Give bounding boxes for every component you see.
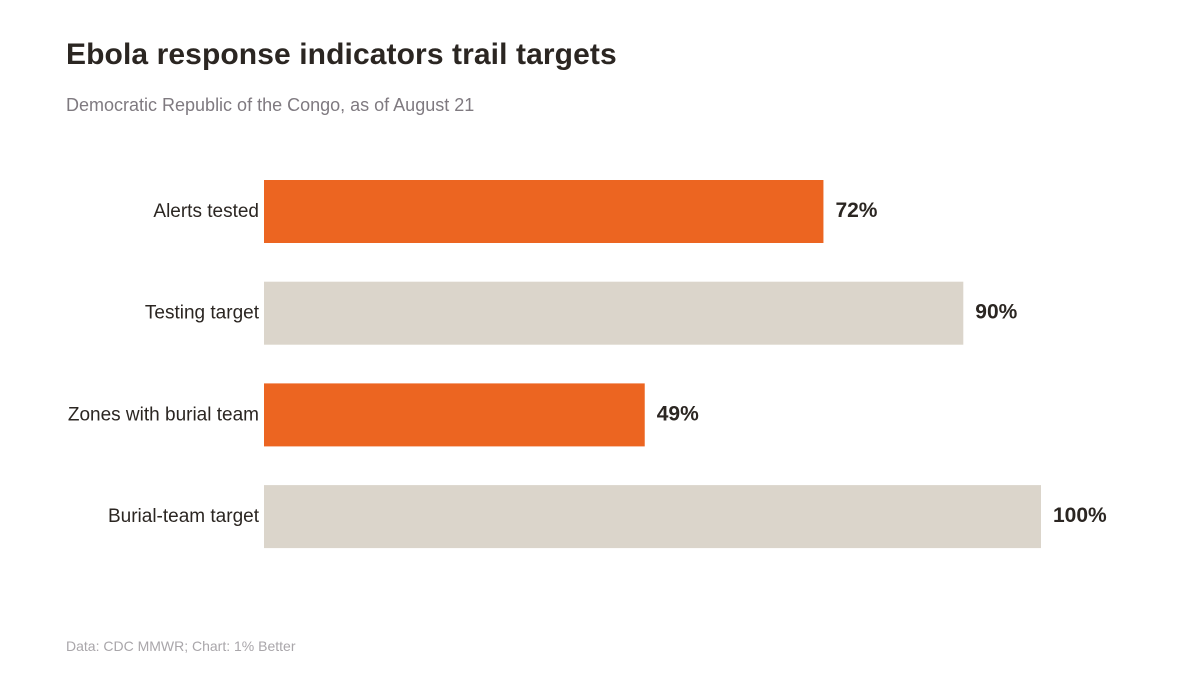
category-label-testing-target: Testing target [145,303,260,324]
bar-alerts-tested [264,180,824,243]
source-footer: Data: CDC MMWR; Chart: 1% Better [66,638,296,654]
value-label-testing-target: 90% [975,301,1017,324]
value-label-zones-with-burial-team: 49% [657,402,699,425]
category-label-burial-team-target: Burial-team target [108,506,260,527]
chart-title: Ebola response indicators trail targets [66,38,617,71]
bar-burial-team-target [264,485,1041,549]
bar-zones-with-burial-team [264,383,645,447]
value-label-alerts-tested: 72% [835,199,877,222]
category-label-alerts-tested: Alerts tested [153,201,259,222]
category-label-zones-with-burial-team: Zones with burial team [68,404,259,425]
value-label-burial-team-target: 100% [1053,504,1107,527]
bar-testing-target [264,281,964,345]
chart-subtitle: Democratic Republic of the Congo, as of … [66,95,475,115]
